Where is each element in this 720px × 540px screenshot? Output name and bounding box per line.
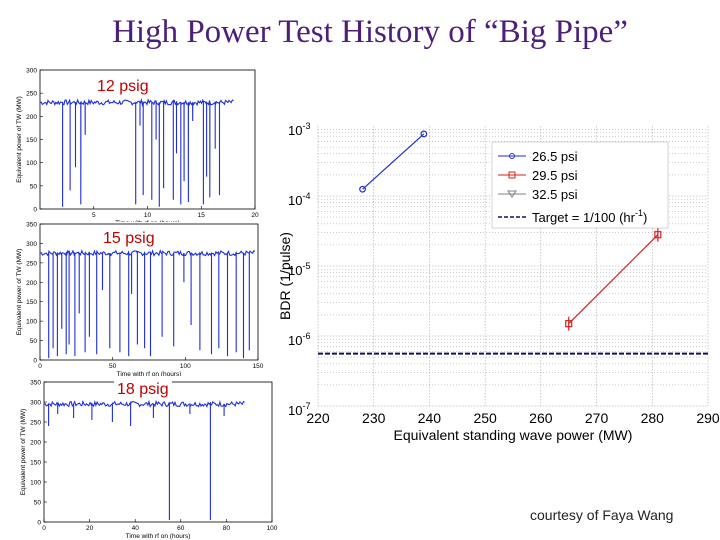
p18-ytick-label: 250 xyxy=(30,420,41,427)
p18-ytick-label: 300 xyxy=(30,400,41,407)
bdr-point-0 xyxy=(420,130,428,138)
p15-ytick-label: 0 xyxy=(33,358,37,365)
pressure-12-panel: 0 50 100 150 200 250 300 5 10 15 20 Time with rf on… xyxy=(0,62,270,223)
p15-ytick-label: 300 xyxy=(26,241,37,248)
p18-ytick-label: 150 xyxy=(30,460,41,467)
p12-ytick-label: 150 xyxy=(26,137,37,144)
bdr-xtick-label: 240 xyxy=(418,410,442,426)
p15-ytick-label: 250 xyxy=(26,260,37,267)
p12-ytick-label: 0 xyxy=(33,207,37,214)
bdr-ytick-label: 10-5 xyxy=(288,261,310,278)
p18-xtick-label: 40 xyxy=(132,525,140,532)
pressure-18-panel: 0 50 100 150 200 250 300 350 0 20 40 60 80 100 Time wi… xyxy=(0,370,290,540)
p12-xtick-label: 10 xyxy=(144,212,152,219)
bdr-ytick-label: 10-7 xyxy=(288,401,310,418)
p15-ytick-label: 100 xyxy=(26,319,37,326)
p12-xtick-label: 15 xyxy=(198,212,206,219)
p18-ytick-label: 350 xyxy=(30,380,41,387)
p18-ylabel: Equivalent power of TW (MW) xyxy=(20,409,27,496)
p15-ytick-label: 50 xyxy=(30,338,38,345)
bdr-xtick-label: 230 xyxy=(362,410,386,426)
bdr-xtick-label: 270 xyxy=(585,410,609,426)
p15-xtick-label: 0 xyxy=(38,363,42,370)
p18-xtick-label: 0 xyxy=(42,525,46,532)
slide-title: High Power Test History of “Big Pipe” xyxy=(112,14,628,50)
p12-ytick-label: 50 xyxy=(30,183,38,190)
p12-xtick-label: 5 xyxy=(92,212,96,219)
p12-power-trace xyxy=(39,98,234,207)
bdr-xtick-label: 220 xyxy=(306,410,330,426)
bdr-series-line-0 xyxy=(362,133,425,190)
pressure-15-label: 15 psig xyxy=(100,230,158,248)
p15-ytick-label: 150 xyxy=(26,299,37,306)
pressure-12-label: 12 psig xyxy=(94,78,152,96)
bdr-xlabel: Equivalent standing wave power (MW) xyxy=(394,427,633,443)
p12-ytick-label: 200 xyxy=(26,114,37,121)
pressure-18-label: 18 psig xyxy=(114,381,172,399)
credit-text: courtesy of Faya Wang xyxy=(530,507,674,523)
bdr-legend-marker-2 xyxy=(507,190,517,198)
p12-xlabel: Time with rf on (hours) xyxy=(115,220,180,222)
p12-ytick-label: 250 xyxy=(26,91,37,98)
p18-ytick-label: 100 xyxy=(30,480,41,487)
bdr-ylabel: BDR (1/pulse) xyxy=(277,232,293,320)
p12-xtick-label: 20 xyxy=(251,212,259,219)
bdr-legend-label-2: 32.5 psi xyxy=(532,187,578,202)
bdr-xtick-label: 250 xyxy=(473,410,497,426)
pressure-18-chart: 0 50 100 150 200 250 300 350 0 20 40 60 80 100 Time wi… xyxy=(20,380,278,540)
p12-ytick-label: 100 xyxy=(26,160,37,167)
p18-xtick-label: 80 xyxy=(223,525,231,532)
p18-ytick-label: 200 xyxy=(30,440,41,447)
p18-xlabel: Time with rf on (hours) xyxy=(126,533,191,540)
p18-xtick-label: 20 xyxy=(86,525,94,532)
p18-xtick-label: 100 xyxy=(267,525,278,532)
bdr-legend-marker-0 xyxy=(509,153,515,159)
p15-ytick-label: 200 xyxy=(26,280,37,287)
p15-power-trace xyxy=(39,249,256,359)
bdr-point-0 xyxy=(359,185,366,193)
bdr-series-line-1 xyxy=(568,234,659,325)
bdr-ytick-label: 10-4 xyxy=(288,191,310,208)
bdr-xtick-label: 280 xyxy=(641,410,665,426)
bdr-ytick-label: 10-6 xyxy=(288,331,310,348)
bdr-xtick-label: 260 xyxy=(529,410,553,426)
p12-ytick-label: 300 xyxy=(26,68,37,75)
p15-xlabel: Time with rf on (hours) xyxy=(117,371,182,376)
p15-xtick-label: 50 xyxy=(109,363,117,370)
bdr-ytick-label: 10-3 xyxy=(288,121,310,138)
p18-ytick-label: 0 xyxy=(37,520,41,527)
pressure-15-panel: 0 50 100 150 200 250 300 350 0 50 100 150 Time with … xyxy=(0,216,270,377)
p15-xtick-label: 100 xyxy=(180,363,191,370)
p18-xtick-label: 60 xyxy=(177,525,185,532)
p18-ytick-label: 50 xyxy=(34,500,42,507)
p12-ylabel: Equivalent power of TW (MW) xyxy=(16,96,23,183)
p18-power-trace xyxy=(43,399,245,520)
bdr-legend-target-label: Target = 1/100 (hr-1) xyxy=(532,208,647,225)
bdr-chart: 220 230 240 250 260 270 280 290 10-3 10-4 10-5 10-6… xyxy=(277,121,720,443)
bdr-legend-label-0: 26.5 psi xyxy=(532,149,578,164)
bdr-panel: 220 230 240 250 260 270 280 290 10-3 10-4 10-5 10-6… xyxy=(272,110,720,450)
p15-xtick-label: 150 xyxy=(253,363,264,370)
p15-ytick-label: 350 xyxy=(26,222,37,229)
bdr-legend-marker-1 xyxy=(508,171,516,179)
bdr-legend-label-1: 29.5 psi xyxy=(532,168,578,183)
bdr-xtick-label: 290 xyxy=(696,410,720,426)
p15-ylabel: Equivalent power of TW (MW) xyxy=(16,249,23,336)
